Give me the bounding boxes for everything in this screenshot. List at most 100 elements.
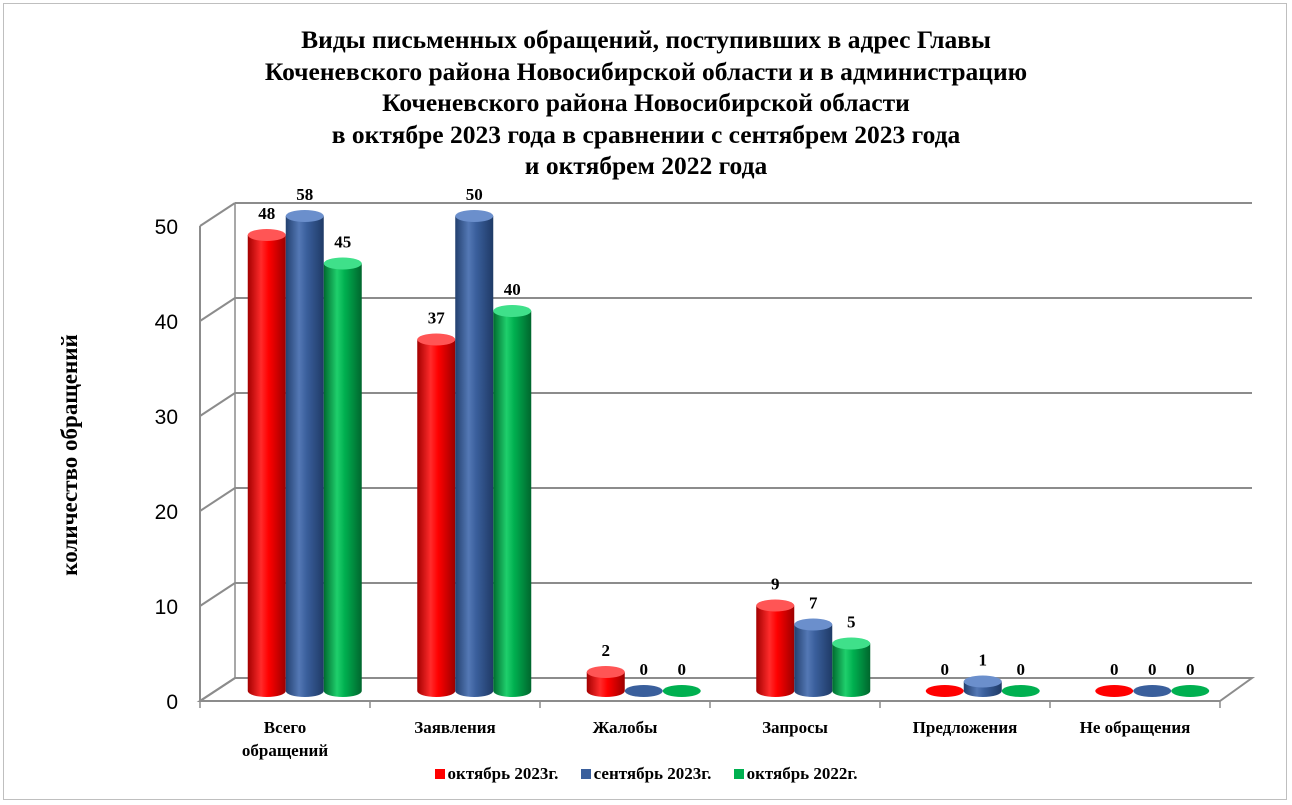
bar-top [285, 210, 324, 222]
bar-body [832, 643, 871, 697]
bar-body [247, 235, 286, 697]
bar-top [963, 675, 1002, 688]
title-line-5: и октябрем 2022 года [524, 151, 768, 180]
x-tick-label: Запросы [762, 718, 828, 737]
bar-body [417, 339, 456, 697]
data-label: 0 [1186, 660, 1195, 679]
title-line-4: в октябре 2023 года в сравнении с сентяб… [331, 119, 961, 149]
bar [455, 210, 494, 697]
bars [247, 210, 1210, 697]
grid [199, 202, 1252, 702]
bar-top [455, 210, 494, 222]
bar-body [586, 672, 625, 697]
x-tick-label: Заявления [414, 718, 496, 737]
data-label: 5 [847, 613, 856, 632]
bar-top [493, 305, 532, 317]
bar-body [756, 605, 795, 697]
bar [1171, 685, 1210, 697]
y-tick-label: 20 [155, 501, 178, 524]
bar [925, 685, 964, 697]
data-label: 40 [504, 280, 521, 299]
bar-top [794, 618, 833, 631]
chart-frame [3, 3, 1287, 800]
bar [756, 599, 795, 697]
y-tick-label: 40 [155, 311, 178, 334]
gridline-side [199, 487, 236, 512]
legend-swatch [733, 769, 744, 779]
legend-swatch [434, 769, 445, 779]
gridline-side [199, 392, 236, 417]
bar-body [455, 216, 494, 697]
title-line-3: Коченевского района Новосибирской област… [382, 88, 910, 117]
bar [662, 685, 701, 697]
gridline-side [199, 582, 236, 607]
bar [1095, 685, 1134, 697]
data-label: 0 [678, 660, 687, 679]
x-tick-label: Всего [264, 718, 306, 737]
legend-label: сентябрь 2023г. [593, 764, 712, 783]
bar-top [247, 229, 286, 241]
data-label: 0 [1017, 660, 1026, 679]
y-tick-label: 0 [166, 691, 178, 714]
bar-top [323, 257, 362, 270]
data-label: 7 [809, 594, 818, 613]
bar-top [1133, 685, 1172, 697]
bar-top [756, 599, 795, 612]
data-label: 0 [1148, 660, 1157, 679]
bar [493, 305, 532, 697]
bar [586, 666, 625, 697]
bar [1001, 685, 1040, 697]
chart-title: Виды письменных обращений, поступивших в… [0, 24, 1292, 182]
data-label: 1 [979, 651, 988, 670]
bar-body [323, 263, 362, 697]
bar-body [794, 624, 833, 697]
legend-label: октябрь 2023г. [447, 764, 559, 783]
bar [1133, 685, 1172, 697]
bar [832, 637, 871, 697]
bar-body [285, 216, 324, 697]
legend-label: октябрь 2022г. [746, 764, 858, 783]
data-label: 58 [296, 185, 313, 204]
gridline-side [199, 202, 236, 227]
bar-top [417, 333, 456, 346]
legend-item-october-2022: октябрь 2022г. [733, 764, 858, 784]
bar-top [832, 637, 871, 650]
x-tick-label: Жалобы [593, 718, 658, 737]
data-label: 0 [640, 660, 649, 679]
data-label: 0 [941, 660, 950, 679]
data-label: 2 [602, 641, 611, 660]
legend-item-october-2023: октябрь 2023г. [434, 764, 559, 784]
x-tick-label: Предложения [913, 718, 1018, 737]
bar-top [925, 685, 964, 697]
bar [285, 210, 324, 697]
data-label: 45 [334, 233, 351, 252]
x-tick-label: Не обращения [1080, 718, 1191, 737]
legend-item-september-2023: сентябрь 2023г. [580, 764, 712, 784]
bar [963, 675, 1002, 697]
x-tick-label: обращений [242, 741, 328, 760]
data-label: 0 [1110, 660, 1119, 679]
data-label: 48 [258, 204, 275, 223]
bar-top [1095, 685, 1134, 697]
bar [624, 685, 663, 697]
y-tick-label: 10 [155, 596, 178, 619]
gridline-side [199, 297, 236, 322]
y-tick-label: 50 [155, 216, 178, 239]
legend: октябрь 2023г. сентябрь 2023г. октябрь 2… [0, 764, 1292, 784]
bar [794, 618, 833, 697]
bar [417, 333, 456, 697]
bar-top [662, 685, 701, 697]
bar-top [586, 666, 625, 678]
bar-top [624, 685, 663, 697]
data-label: 37 [428, 309, 446, 328]
title-line-1: Виды письменных обращений, поступивших в… [301, 25, 991, 54]
bar [323, 257, 362, 697]
bar [247, 229, 286, 697]
bar-top [1001, 685, 1040, 697]
bar-body [493, 311, 532, 697]
bar-top [1171, 685, 1210, 697]
data-label: 50 [466, 185, 483, 204]
